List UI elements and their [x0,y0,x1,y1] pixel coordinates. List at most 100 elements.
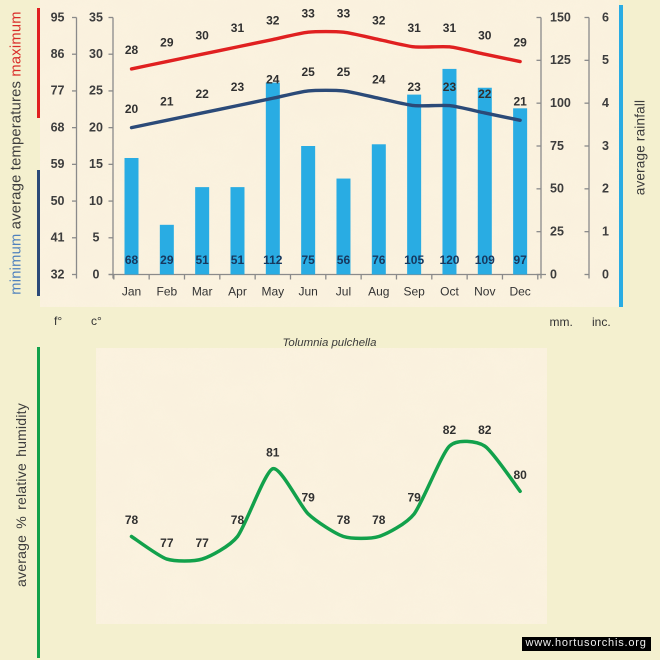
rainfall-value: 97 [513,253,527,267]
millimeters-axis-tick-label: 0 [550,267,557,281]
inches-axis-tick-label: 4 [602,96,609,110]
rainfall-bar [301,146,316,275]
humidity-value: 80 [513,468,527,482]
celsius-axis-tick-label: 15 [89,157,103,171]
minimum-temperature-value: 24 [372,72,386,86]
maximum-temperature-value: 33 [301,6,315,20]
month-label: Jun [298,285,317,299]
month-label: Jul [336,285,351,299]
minimum-temperature-value: 22 [478,87,492,101]
month-label: Mar [192,285,213,299]
month-label: Feb [156,285,177,299]
month-label: Dec [509,285,530,299]
millimeters-axis-tick-label: 50 [550,182,564,196]
rainfall-bar [265,82,280,275]
inches-axis-tick-label: 0 [602,267,609,281]
rainfall-bar [371,144,386,275]
rainfall-value: 51 [195,253,209,267]
celsius-axis-tick-label: 25 [89,84,103,98]
minimum-temperature-value: 22 [195,87,209,101]
minimum-temperature-value: 23 [407,80,421,94]
fahrenheit-unit-label: f° [54,314,63,328]
millimeters-axis-tick-label: 125 [550,53,571,67]
humidity-legend-line [37,347,40,658]
rainfall-bar [407,94,422,275]
inches-axis-tick-label: 1 [602,224,609,238]
month-label: May [261,285,284,299]
humidity-value: 81 [266,445,280,459]
fahrenheit-axis-tick-label: 59 [51,157,65,171]
humidity-value: 77 [195,536,209,550]
rainfall-value: 29 [160,253,174,267]
rainfall-bar [230,187,245,275]
rainfall-value: 76 [372,253,386,267]
humidity-chart-parchment-background [96,348,547,624]
month-label: Nov [474,285,495,299]
minimum-temperature-value: 20 [125,102,139,116]
maximum-temperature-value: 31 [443,21,457,35]
month-label: Aug [368,285,389,299]
celsius-axis-tick-label: 5 [93,231,100,245]
millimeters-axis-tick-label: 25 [550,224,564,238]
rainfall-value: 105 [404,253,424,267]
fahrenheit-axis-tick-label: 86 [51,47,65,61]
rainfall-bar [513,108,528,275]
humidity-value: 82 [478,423,492,437]
month-label: Sep [403,285,425,299]
humidity-line [129,439,522,563]
fahrenheit-axis-tick-label: 95 [51,10,65,24]
website-watermark: www.hortusorchis.org [521,637,651,651]
rainfall-value: 109 [475,253,495,267]
rainfall-bar [477,87,492,275]
rainfall-value: 112 [263,253,283,267]
rainfall-bar [195,187,210,275]
celsius-axis-tick-label: 0 [93,267,100,281]
maximum-temperature-value: 31 [407,21,421,35]
maximum-temperature-value: 33 [337,6,351,20]
humidity-value: 78 [125,513,139,527]
celsius-axis-tick-label: 30 [89,47,103,61]
humidity-value: 78 [337,513,351,527]
maximum-temperature-value: 29 [513,36,527,50]
minimum-temperature-line [129,88,522,130]
maximum-temperature-value: 32 [372,14,386,28]
rainfall-value: 68 [125,253,139,267]
millimeters-axis-tick-label: 100 [550,96,571,110]
fahrenheit-axis-tick-label: 68 [51,120,65,134]
rainfall-value: 75 [301,253,315,267]
minimum-temperature-value: 23 [443,80,457,94]
inches-axis-tick-label: 3 [602,139,609,153]
celsius-axis-tick-label: 10 [89,194,103,208]
humidity-value: 78 [231,513,245,527]
fahrenheit-axis-tick-label: 77 [51,84,65,98]
month-label: Oct [440,285,459,299]
maximum-temperature-value: 31 [231,21,245,35]
species-title: Tolumnia pulchella [282,337,377,349]
minimum-temperature-value: 23 [231,80,245,94]
minimum-temperature-value: 21 [513,94,527,108]
celsius-axis-tick-label: 35 [89,10,103,24]
rainfall-legend-line [619,5,623,307]
inches-axis-tick-label: 2 [602,182,609,196]
rainfall-bar [124,157,139,275]
minimum-temperature-value: 24 [266,72,280,86]
humidity-value: 82 [443,423,457,437]
inches-unit-label: inc. [592,315,611,329]
humidity-value: 79 [301,491,315,505]
humidity-value: 77 [160,536,174,550]
minimum-temperature-legend-line [37,170,40,296]
maximum-temperature-value: 29 [160,36,174,50]
minimum-temperature-value: 21 [160,94,174,108]
millimeters-unit-label: mm. [549,315,573,329]
inches-axis-tick-label: 6 [602,10,609,24]
month-label: Apr [228,285,247,299]
maximum-temperature-value: 28 [125,43,139,57]
rainfall-bar [159,224,174,275]
humidity-value: 78 [372,513,386,527]
celsius-axis-tick-label: 20 [89,120,103,134]
maximum-temperature-line [129,29,522,71]
rainfall-value: 51 [231,253,245,267]
minimum-temperature-value: 25 [337,65,351,79]
rainfall-bar [442,68,457,275]
